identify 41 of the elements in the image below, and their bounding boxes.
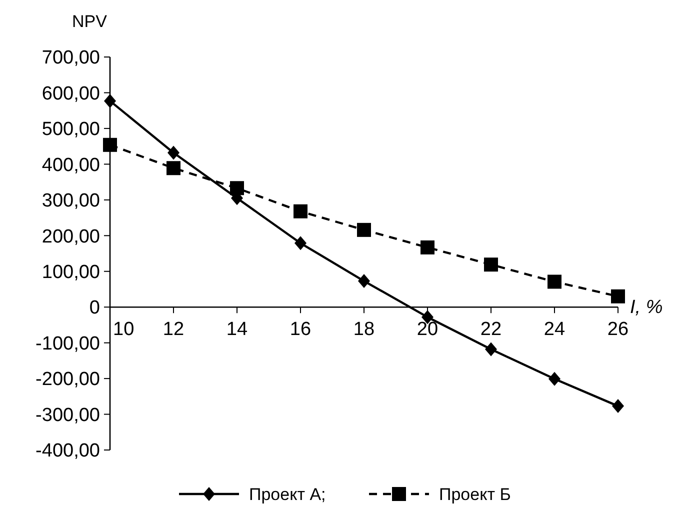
y-tick-label: 200,00 — [42, 226, 100, 248]
y-tick-label: 0 — [89, 298, 100, 319]
x-tick-label: 14 — [226, 319, 248, 340]
point — [357, 222, 371, 237]
y-tick-label: 500,00 — [42, 119, 100, 140]
x-tick-label: 12 — [162, 319, 184, 340]
point — [612, 399, 624, 414]
point — [103, 138, 117, 152]
y-tick-label: 600,00 — [42, 83, 100, 104]
y-axis-title: NPV — [72, 12, 108, 31]
x-axis-title: I, % — [630, 297, 663, 318]
y-tick-label: 100,00 — [42, 262, 100, 284]
point — [484, 258, 498, 272]
x-tick-label: 24 — [544, 319, 566, 340]
point — [485, 342, 497, 356]
legend-label: Проект А; — [249, 484, 326, 504]
point — [168, 146, 180, 160]
y-tick-label: -200,00 — [36, 369, 100, 390]
point — [230, 181, 244, 196]
point — [104, 94, 116, 108]
y-tick-label: 400,00 — [42, 154, 100, 176]
x-tick-label: 10 — [113, 319, 134, 340]
x-tick-label: 20 — [416, 319, 438, 340]
y-tick-label: 700,00 — [42, 48, 100, 69]
point — [611, 289, 625, 304]
point — [294, 204, 308, 218]
point — [420, 240, 434, 254]
y-tick-label: -300,00 — [36, 404, 100, 426]
x-tick-label: 16 — [290, 319, 312, 340]
y-tick-label: -400,00 — [36, 440, 100, 462]
point — [166, 161, 180, 176]
legend-label: Проект Б — [439, 484, 511, 504]
point — [548, 372, 560, 386]
y-tick-label: -100,00 — [36, 333, 100, 354]
point — [358, 274, 370, 288]
y-tick-label: 300,00 — [42, 190, 100, 212]
x-tick-label: 18 — [353, 319, 375, 340]
x-tick-label: 26 — [607, 319, 629, 340]
point — [548, 274, 562, 289]
x-tick-label: 22 — [480, 319, 502, 340]
point — [294, 236, 306, 250]
